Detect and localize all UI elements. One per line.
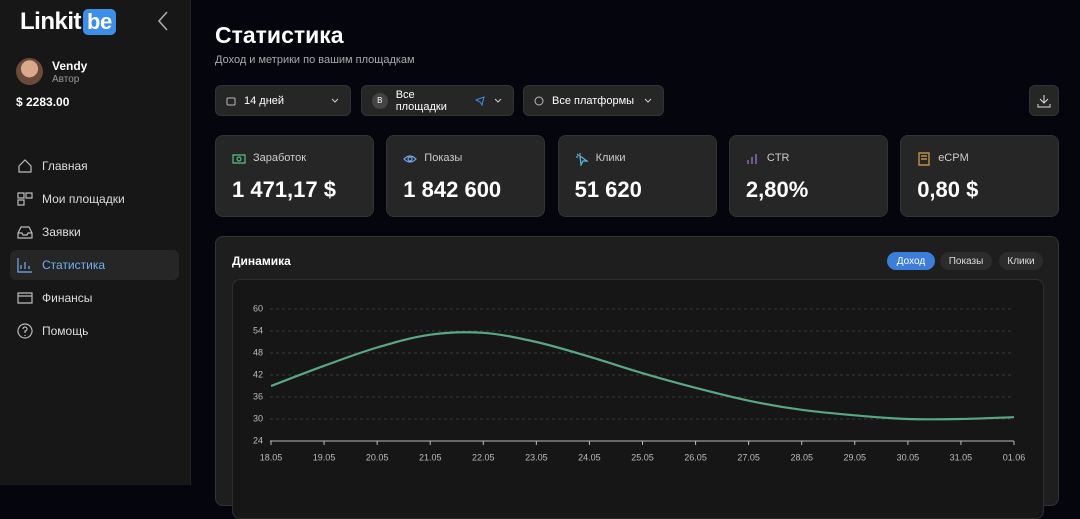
- icon-path: [17, 292, 33, 304]
- nav-icon: [17, 323, 33, 339]
- x-tick-label: 28.05: [790, 452, 813, 462]
- stat-icon: [403, 155, 418, 163]
- chart-tab[interactable]: Клики: [999, 252, 1043, 270]
- nav-label: Заявки: [42, 225, 81, 239]
- stat-card: Заработок 1 471,17 $: [215, 135, 374, 217]
- x-tick-label: 18.05: [260, 452, 283, 462]
- chart: 24 30 36 42 48 54 60 18.05 19.05 20.05 21.05 22.05 2…: [253, 303, 1026, 462]
- stat-label: Заработок: [253, 152, 307, 164]
- avatar: [16, 58, 43, 85]
- stat-label: CTR: [766, 152, 790, 164]
- chart-tab[interactable]: Показы: [940, 252, 992, 270]
- y-tick-label: 42: [253, 369, 263, 379]
- icon-path: [17, 192, 33, 206]
- stat-label: Клики: [595, 152, 626, 164]
- stat-value: 0,80 $: [917, 177, 979, 202]
- icon-path: [918, 152, 930, 166]
- page-subtitle: Доход и метрики по вашим площадкам: [215, 54, 415, 66]
- logo[interactable]: Linkit be: [20, 8, 116, 36]
- logo-text: Linkit: [20, 8, 82, 35]
- nav-item[interactable]: Главная: [10, 151, 179, 181]
- sites-label: Все площадки: [395, 88, 447, 113]
- icon-path: [747, 154, 757, 164]
- icon-path: [17, 323, 33, 339]
- x-tick-label: 27.05: [737, 452, 760, 462]
- stat-label: eCPM: [938, 152, 969, 164]
- nav-label: Главная: [42, 159, 88, 173]
- stat-card: Показы 1 842 600: [386, 135, 546, 217]
- x-tick-label: 24.05: [578, 452, 601, 462]
- nav-label: Помощь: [42, 324, 89, 338]
- nav-item[interactable]: Финансы: [10, 283, 179, 313]
- icon-path: [17, 258, 32, 273]
- period-filter[interactable]: 14 дней: [215, 85, 351, 116]
- y-tick-label: 24: [253, 435, 263, 445]
- sites-badge: В: [372, 92, 388, 109]
- nav-item[interactable]: Помощь: [10, 316, 179, 346]
- nav-icon: [17, 258, 32, 273]
- nav-icon: [17, 192, 33, 206]
- x-tick-label: 22.05: [472, 452, 495, 462]
- nav-icon: [17, 292, 33, 304]
- sites-filter[interactable]: В Все площадки: [361, 85, 514, 116]
- y-tick-label: 60: [253, 303, 263, 313]
- data-line: [270, 331, 1015, 421]
- x-tick-label: 21.05: [419, 452, 442, 462]
- stat-icon: [232, 154, 246, 164]
- x-tick-label: 23.05: [525, 452, 548, 462]
- nav-label: Статистика: [42, 258, 106, 272]
- page-title: Статистика: [215, 22, 344, 48]
- x-tick-label: 30.05: [897, 452, 920, 462]
- icon-path: [403, 155, 418, 163]
- nav-item[interactable]: Заявки: [10, 217, 179, 247]
- x-tick-label: 25.05: [631, 452, 654, 462]
- chart-tab[interactable]: Доход: [887, 252, 935, 270]
- stat-value: 2,80%: [745, 177, 809, 202]
- x-tick-label: 20.05: [366, 452, 389, 462]
- y-tick-label: 30: [253, 413, 263, 423]
- icon-path: [17, 226, 33, 239]
- period-label: 14 дней: [244, 94, 285, 107]
- icon-path: [575, 153, 589, 166]
- stat-icon: [747, 154, 757, 164]
- x-tick-label: 31.05: [950, 452, 973, 462]
- stat-value: 51 620: [574, 177, 642, 202]
- nav-item[interactable]: Статистика: [10, 250, 179, 280]
- nav-icon: [18, 159, 32, 173]
- platforms-filter[interactable]: Все платформы: [523, 85, 664, 116]
- stat-icon: [575, 153, 589, 166]
- y-tick-label: 48: [253, 347, 263, 357]
- plot-area: [232, 279, 1044, 519]
- x-tick-label: 26.05: [684, 452, 707, 462]
- platforms-label: Все платформы: [552, 94, 635, 107]
- user-role: Автор: [52, 74, 80, 85]
- nav-label: Мои площадки: [42, 192, 125, 206]
- nav-label: Финансы: [42, 291, 93, 305]
- x-tick-label: 29.05: [844, 452, 867, 462]
- logo-badge: be: [83, 9, 116, 35]
- icon-path: [18, 159, 32, 173]
- stat-label: Показы: [424, 152, 463, 164]
- stat-card: Клики 51 620: [557, 135, 717, 217]
- stat-card: eCPM 0,80 $: [900, 135, 1060, 217]
- stat-value: 1 471,17 $: [232, 177, 336, 202]
- chart-title: Динамика: [232, 254, 291, 268]
- icon-path: [232, 154, 246, 164]
- sidebar: Linkit be Vendy Автор $ 2283.00 Главная Мо…: [0, 0, 191, 485]
- nav-icon: [17, 226, 33, 239]
- x-tick-label: 01.06: [1003, 452, 1026, 462]
- stat-icon: [918, 152, 930, 166]
- x-tick-label: 19.05: [313, 452, 336, 462]
- collapse-button[interactable]: [156, 10, 170, 32]
- nav-item[interactable]: Мои площадки: [10, 184, 179, 214]
- y-tick-label: 54: [253, 325, 263, 335]
- user-name: Vendy: [52, 59, 88, 73]
- user-balance: $ 2283.00: [16, 95, 70, 109]
- y-tick-label: 36: [253, 391, 263, 401]
- stat-value: 1 842 600: [403, 177, 502, 202]
- stat-card: CTR 2,80%: [728, 135, 888, 217]
- download-button[interactable]: [1029, 85, 1059, 116]
